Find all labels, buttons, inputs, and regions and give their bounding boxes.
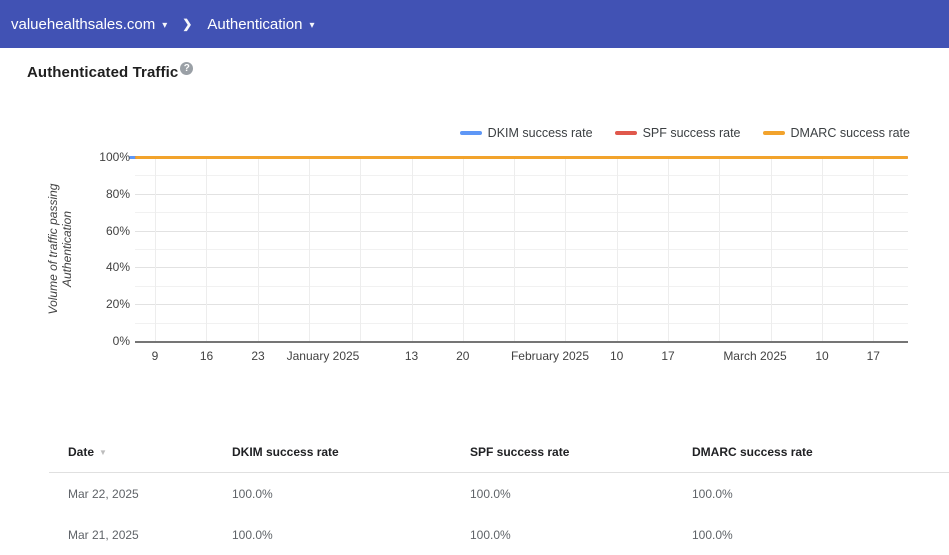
gridline-vertical [257,157,259,341]
series-line-dmarc [135,156,908,159]
x-tick-label: January 2025 [286,349,360,363]
x-tick-label: 17 [866,349,880,363]
plot-area [129,156,908,343]
x-tick-label: 10 [815,349,829,363]
legend-label-spf: SPF success rate [642,126,741,140]
page-title: Authenticated Traffic [27,64,179,81]
legend-swatch-dmarc [762,131,785,135]
gridline-vertical [308,157,310,341]
y-tick-label: 80% [105,186,130,201]
table-cell-date: Mar 22, 2025 [68,487,139,501]
gridline-horizontal [135,322,908,324]
gridline-horizontal [135,175,908,177]
x-tick-label: February 2025 [510,349,590,363]
legend-label-dmarc: DMARC success rate [790,126,910,140]
table-cell-value: 100.0% [232,487,273,501]
x-tick-label: 9 [151,349,159,363]
gridline-horizontal [135,212,908,214]
x-tick-label: 13 [404,349,419,363]
y-tick-label: 60% [105,223,130,238]
chevron-right-icon: ❯ [182,17,193,31]
gridline-vertical [462,157,464,341]
gridline-vertical [719,157,721,341]
table-cell-date: Mar 21, 2025 [68,528,139,542]
y-tick-label: 0% [112,334,130,348]
gridline-vertical [770,157,772,341]
legend-item-spf: SPF success rate [614,126,741,140]
table-cell-value: 100.0% [232,528,273,542]
x-tick-label: 23 [251,349,265,363]
help-icon[interactable]: ? [180,62,194,75]
gridline-horizontal [135,230,908,232]
legend-swatch-dkim [459,131,482,135]
legend-swatch-spf [614,131,637,135]
column-header-spf[interactable]: SPF success rate [470,445,570,459]
section-label: Authentication [207,15,303,33]
app-bar: valuehealthsales.com ▾ ❯ Authentication … [0,0,949,48]
table-cell-value: 100.0% [470,487,511,501]
gridline-horizontal [135,285,908,287]
y-axis-title: Volume of traffic passing Authentication [46,149,74,349]
gridline-horizontal [135,249,908,250]
gridline-vertical [206,157,208,341]
column-header-dkim[interactable]: DKIM success rate [232,445,339,459]
y-tick-label: 100% [99,150,130,164]
gridline-horizontal [135,267,908,269]
sort-desc-icon: ▼ [99,448,107,457]
table-cell-value: 100.0% [692,528,733,542]
gridline-vertical [155,157,156,341]
table-cell-value: 100.0% [470,528,511,542]
caret-down-icon: ▾ [309,19,315,31]
x-tick-label: 16 [199,349,214,363]
title-row: Authenticated Traffic ? [27,62,194,81]
table-header-divider [49,472,949,473]
gridline-vertical [668,157,670,341]
gridline-vertical [821,157,823,341]
gridline-vertical [565,157,567,341]
gridline-vertical [360,157,362,341]
legend-item-dkim: DKIM success rate [459,126,593,140]
legend-item-dmarc: DMARC success rate [762,126,910,140]
column-header-date[interactable]: Date ▼ [68,445,107,459]
section-selector[interactable]: Authentication ▾ [207,16,314,33]
chart-legend: DKIM success rate SPF success rate DMARC s… [459,126,910,140]
y-axis-title-line1: Volume of traffic passing [46,183,60,315]
gridline-horizontal [135,304,908,306]
caret-down-icon: ▾ [162,19,168,31]
gridline-vertical [514,157,516,341]
domain-selector[interactable]: valuehealthsales.com ▾ [11,16,167,33]
gridline-vertical [411,157,413,341]
x-tick-label: 17 [661,349,675,363]
legend-label-dkim: DKIM success rate [487,126,593,140]
gridline-horizontal [135,193,908,195]
x-tick-label: March 2025 [723,349,787,363]
y-axis-title-line2: Authentication [60,210,74,288]
x-tick-label: 20 [456,349,470,363]
y-tick-label: 40% [105,260,130,275]
y-tick-label: 20% [105,297,130,312]
gridline-vertical [873,157,875,341]
x-tick-label: 10 [610,349,624,363]
column-header-dmarc[interactable]: DMARC success rate [692,445,813,459]
table-cell-value: 100.0% [692,487,733,501]
domain-label: valuehealthsales.com [11,15,156,33]
gridline-vertical [616,157,618,341]
